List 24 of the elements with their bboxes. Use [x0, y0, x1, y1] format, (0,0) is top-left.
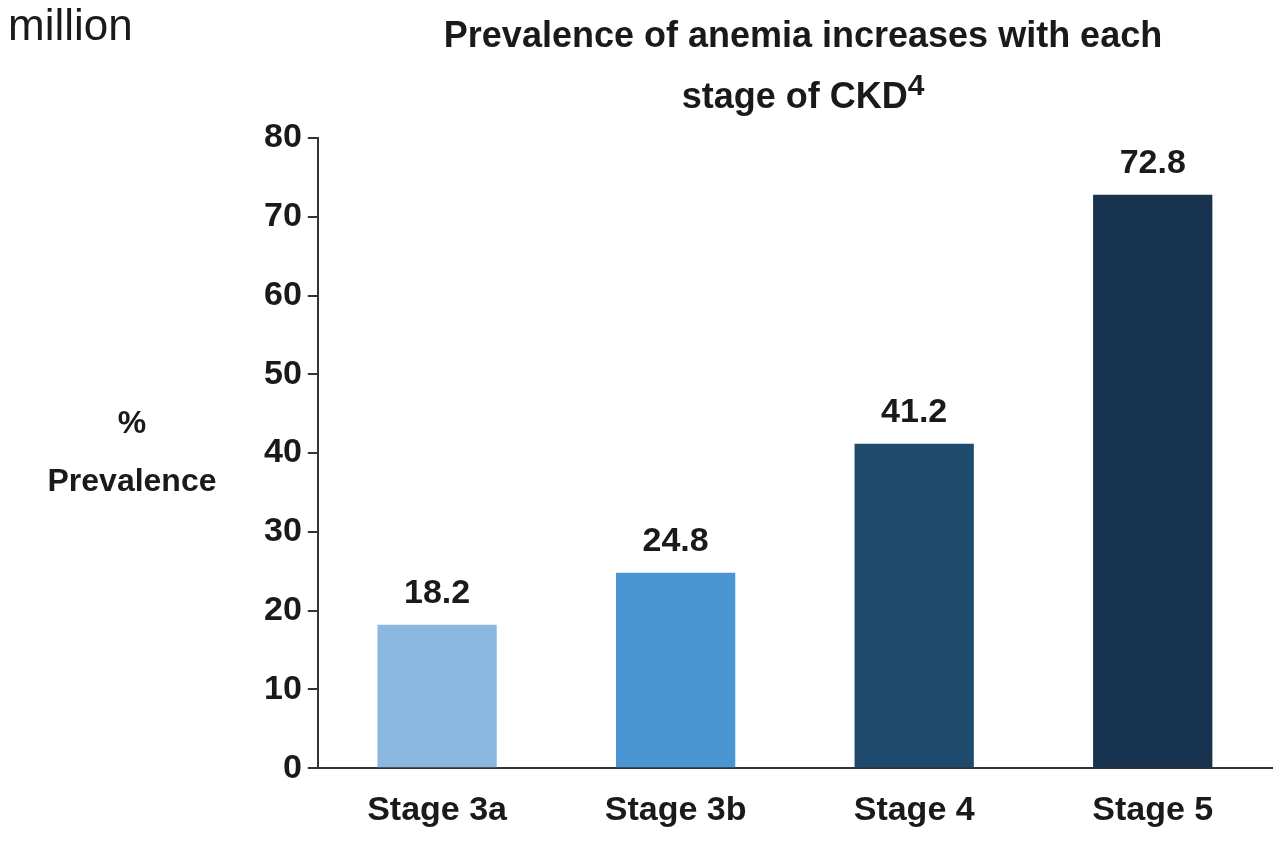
data-label: 72.8	[1119, 142, 1186, 181]
y-tick-label: 70	[263, 195, 302, 234]
bar	[377, 624, 497, 768]
y-tick-label: 80	[263, 116, 302, 155]
y-tick-label: 30	[263, 510, 302, 549]
y-axis-title: % Prevalence	[46, 403, 218, 500]
data-label: 18.2	[404, 572, 471, 611]
text: million	[8, 0, 133, 50]
bar	[854, 443, 974, 768]
bar	[1093, 194, 1213, 768]
x-tick-label: Stage 3b	[604, 788, 747, 827]
x-tick-label: Stage 4	[853, 788, 975, 827]
chart-title: Prevalence of anemia increases with each stage of CKD$^{4}$	[442, 13, 1164, 118]
data-label: 24.8	[642, 520, 709, 559]
bar	[616, 572, 736, 768]
y-tick-label: 10	[263, 667, 302, 706]
y-tick-label: 50	[263, 352, 302, 391]
x-tick-label: Stage 3a	[367, 788, 509, 827]
y-tick-label: 40	[263, 431, 302, 470]
x-tick-label: Stage 5	[1092, 788, 1214, 827]
y-tick-label: 0	[282, 746, 302, 785]
y-tick-label: 20	[263, 589, 302, 628]
data-label: 41.2	[881, 391, 948, 430]
y-tick-label: 60	[263, 273, 302, 312]
